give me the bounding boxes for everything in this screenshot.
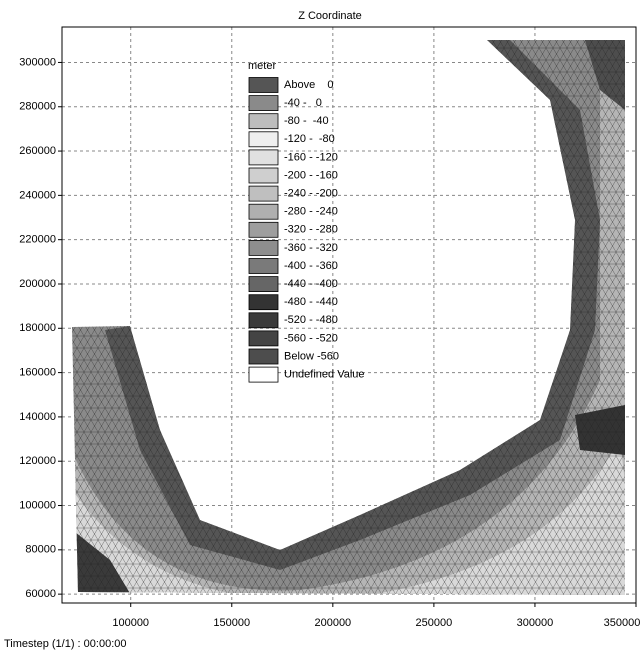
- legend-swatch: [249, 349, 278, 364]
- legend-swatch: [249, 96, 278, 111]
- legend-swatch: [249, 295, 278, 310]
- legend-label: -480 - -440: [284, 296, 338, 308]
- y-tick-label: 240000: [19, 189, 56, 201]
- y-tick-label: 220000: [19, 234, 56, 246]
- y-tick-label: 80000: [25, 544, 56, 556]
- legend-label: -360 - -320: [284, 242, 338, 254]
- y-tick-label: 120000: [19, 455, 56, 467]
- y-tick-label: 260000: [19, 145, 56, 157]
- y-tick-label: 60000: [25, 588, 56, 600]
- x-tick-label: 300000: [517, 617, 554, 629]
- legend-swatch: [249, 204, 278, 219]
- legend-swatch: [249, 222, 278, 237]
- x-tick-label: 150000: [213, 617, 250, 629]
- legend-label: -160 - -120: [284, 151, 338, 163]
- legend-swatch: [249, 186, 278, 201]
- legend-label: -560 - -520: [284, 332, 338, 344]
- legend-label: Undefined Value: [284, 369, 365, 381]
- y-tick-label: 280000: [19, 101, 56, 113]
- legend-swatch: [249, 132, 278, 147]
- legend-swatch: [249, 114, 278, 129]
- y-tick-label: 200000: [19, 278, 56, 290]
- legend-swatch: [249, 259, 278, 274]
- legend-label: -520 - -480: [284, 314, 338, 326]
- legend-label: -240 - -200: [284, 188, 338, 200]
- chart: Z Coordinate meter Above 0 -40 - 0 -80 - -…: [0, 0, 644, 653]
- legend-title: meter: [248, 60, 276, 72]
- y-tick-label: 180000: [19, 322, 56, 334]
- legend-swatch: [249, 240, 278, 255]
- legend-label: Above 0: [284, 79, 334, 91]
- legend-swatch: [249, 150, 278, 165]
- legend: meter Above 0 -40 - 0 -80 - -40 -120 - -80 -…: [248, 60, 365, 382]
- y-tick-label: 140000: [19, 411, 56, 423]
- legend-label: Below -560: [284, 350, 339, 362]
- legend-label: -120 - -80: [284, 133, 335, 145]
- chart-title: Z Coordinate: [298, 10, 362, 22]
- y-tick-label: 100000: [19, 499, 56, 511]
- x-tick-label: 250000: [416, 617, 453, 629]
- legend-label: -400 - -360: [284, 260, 338, 272]
- legend-label: -440 - -400: [284, 278, 338, 290]
- y-tick-label: 300000: [19, 56, 56, 68]
- legend-swatch: [249, 331, 278, 346]
- x-tick-label: 200000: [314, 617, 351, 629]
- legend-swatch: [249, 168, 278, 183]
- legend-label: -320 - -280: [284, 224, 338, 236]
- legend-label: -80 - -40: [284, 115, 329, 127]
- timestep-label: Timestep (1/1) : 00:00:00: [4, 638, 127, 650]
- legend-label: -40 - 0: [284, 97, 322, 109]
- legend-swatch: [249, 277, 278, 292]
- legend-swatch: [249, 313, 278, 328]
- legend-label: -280 - -240: [284, 206, 338, 218]
- legend-swatch: [249, 367, 278, 382]
- y-tick-label: 160000: [19, 367, 56, 379]
- legend-label: -200 - -160: [284, 169, 338, 181]
- x-tick-label: 350000: [604, 617, 641, 629]
- mesh-area: [60, 30, 640, 610]
- x-tick-label: 100000: [112, 617, 149, 629]
- legend-swatch: [249, 78, 278, 93]
